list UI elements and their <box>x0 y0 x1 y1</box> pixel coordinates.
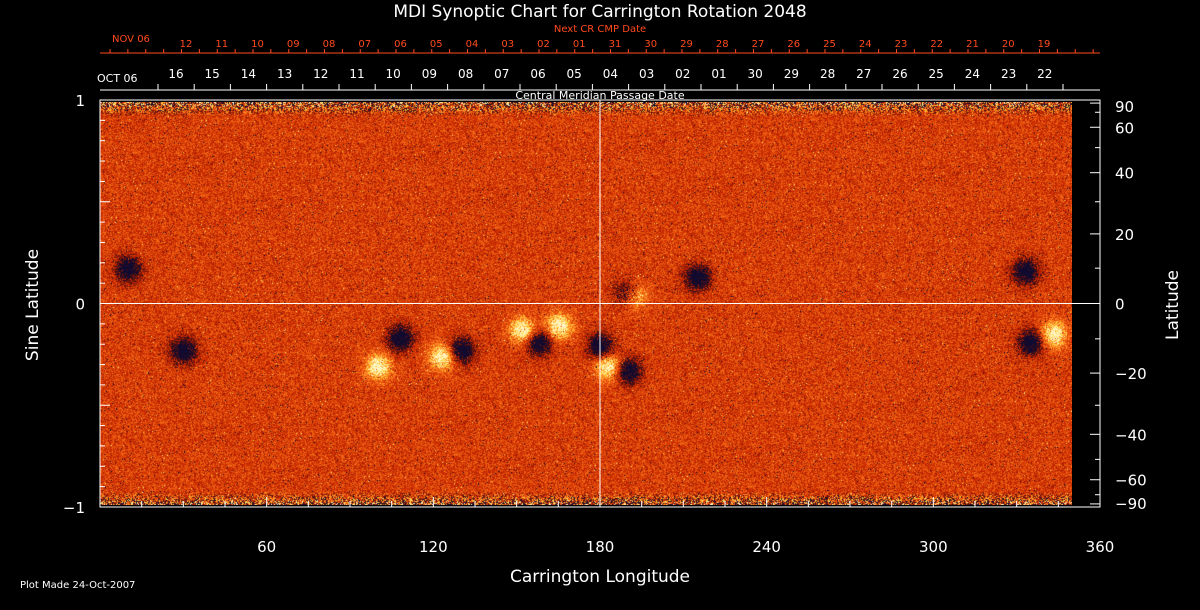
lat-tick-label: −20 <box>1115 365 1147 383</box>
top-red-tick-label: 01 <box>573 39 586 50</box>
y-tick-label: −1 <box>63 499 85 517</box>
top-white-tick-label: 26 <box>892 67 907 81</box>
lat-tick-label: 90 <box>1115 98 1134 116</box>
lat-tick-label: 40 <box>1115 165 1134 183</box>
top-white-tick-label: 13 <box>277 67 292 81</box>
top-white-tick-label: 06 <box>530 67 545 81</box>
chart-title: MDI Synoptic Chart for Carrington Rotati… <box>393 2 806 22</box>
top-red-tick-label: 23 <box>895 39 908 50</box>
top-white-tick-label: 11 <box>349 67 364 81</box>
lat-tick-label: 0 <box>1115 296 1125 314</box>
top-white-tick-label: 16 <box>168 67 183 81</box>
lat-tick-label: 20 <box>1115 226 1134 244</box>
x-tick-label: 120 <box>419 538 448 556</box>
top-red-tick-label: 24 <box>859 39 872 50</box>
lat-tick-label: −60 <box>1115 472 1147 490</box>
top-white-tick-label: 24 <box>965 67 980 81</box>
x-axis-label: Carrington Longitude <box>510 567 690 587</box>
plot-axes: 60 120 180 240 300 360 1 0 −1 90 60 40 20 0 −20 −40 −60 −… <box>63 92 1147 556</box>
top-red-tick-label: 10 <box>251 39 264 50</box>
top-red-tick-label: 09 <box>287 39 300 50</box>
top-white-tick-label: 03 <box>639 67 654 81</box>
top-red-start-label: NOV 06 <box>112 34 150 45</box>
top-white-axis-title: Central Meridian Passage Date <box>515 89 684 102</box>
y-tick-label: 1 <box>75 92 85 110</box>
top-white-tick-label: 25 <box>929 67 944 81</box>
top-red-tick-label: 22 <box>930 39 943 50</box>
top-red-axis: 12 11 10 09 08 07 06 05 04 03 02 01 31 30 29 28 27 26 25 24… <box>100 39 1100 54</box>
top-white-tick-label: 15 <box>205 67 220 81</box>
top-red-tick-label: 04 <box>466 39 479 50</box>
top-red-tick-label: 28 <box>716 39 729 50</box>
lat-tick-label: 60 <box>1115 119 1134 137</box>
plot-made-note: Plot Made 24-Oct-2007 <box>20 580 136 591</box>
top-white-tick-label: 09 <box>422 67 437 81</box>
x-tick-label: 300 <box>919 538 948 556</box>
top-white-tick-label: 10 <box>386 67 401 81</box>
top-red-tick-label: 27 <box>752 39 765 50</box>
top-red-tick-label: 29 <box>680 39 693 50</box>
top-red-tick-label: 19 <box>1038 39 1051 50</box>
top-red-tick-label: 06 <box>394 39 407 50</box>
top-red-tick-label: 08 <box>323 39 336 50</box>
top-red-tick-label: 11 <box>215 39 228 50</box>
top-white-tick-label: 30 <box>748 67 763 81</box>
top-red-tick-label: 05 <box>430 39 443 50</box>
top-white-tick-label: 05 <box>567 67 582 81</box>
top-red-tick-label: 26 <box>787 39 800 50</box>
top-red-tick-label: 07 <box>358 39 371 50</box>
top-white-tick-label: 02 <box>675 67 690 81</box>
top-red-tick-label: 20 <box>1002 39 1015 50</box>
lat-tick-label: −90 <box>1115 495 1147 513</box>
top-white-tick-label: 14 <box>241 67 256 81</box>
top-red-tick-label: 21 <box>966 39 979 50</box>
y-tick-label: 0 <box>75 296 85 314</box>
x-tick-label: 360 <box>1086 538 1115 556</box>
top-red-tick-label: 03 <box>501 39 514 50</box>
top-red-axis-title: Next CR CMP Date <box>554 24 646 35</box>
top-red-tick-label: 30 <box>644 39 657 50</box>
top-white-tick-label: 27 <box>856 67 871 81</box>
top-white-axis: 16 15 14 13 12 11 10 09 08 07 06 05 04 03 02 01 30 29 28 27… <box>100 67 1100 91</box>
top-white-tick-label: 28 <box>820 67 835 81</box>
top-white-start-label: OCT 06 <box>97 72 138 85</box>
top-white-tick-label: 23 <box>1001 67 1016 81</box>
y-axis-label: Sine Latitude <box>23 249 43 361</box>
top-white-tick-label: 08 <box>458 67 473 81</box>
top-red-tick-label: 25 <box>823 39 836 50</box>
top-white-tick-label: 12 <box>313 67 328 81</box>
x-tick-label: 240 <box>752 538 781 556</box>
y-axis-label-right: Latitude <box>1163 270 1183 340</box>
top-white-tick-label: 01 <box>711 67 726 81</box>
top-white-tick-label: 29 <box>784 67 799 81</box>
top-red-tick-label: 02 <box>537 39 550 50</box>
x-tick-label: 60 <box>257 538 276 556</box>
top-white-tick-label: 07 <box>494 67 509 81</box>
lat-tick-label: −40 <box>1115 426 1147 444</box>
top-red-tick-label: 31 <box>609 39 622 50</box>
x-tick-label: 180 <box>586 538 615 556</box>
top-white-tick-label: 04 <box>603 67 618 81</box>
top-red-tick-label: 12 <box>180 39 193 50</box>
top-white-tick-label: 22 <box>1037 67 1052 81</box>
